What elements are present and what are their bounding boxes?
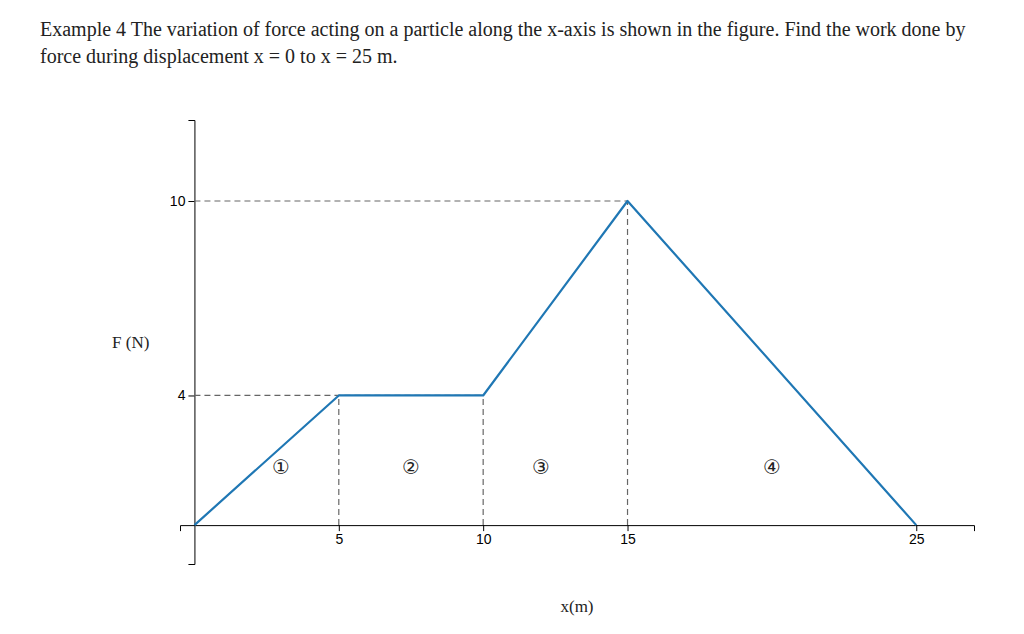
guide-line xyxy=(483,395,484,525)
chart: Example 4 The variation of force acting … xyxy=(0,0,1024,634)
x-tick: 25 xyxy=(909,525,925,547)
plot-area xyxy=(194,201,916,525)
x-axis-line xyxy=(181,526,975,532)
x-tick: 15 xyxy=(620,525,636,547)
y-tick: 4 xyxy=(178,387,195,403)
y-tick-label: 10 xyxy=(170,193,186,209)
title: Example 4 The variation of force acting … xyxy=(40,18,966,68)
region-label: ② xyxy=(402,455,420,479)
title-line: Example 4 The variation of force acting … xyxy=(40,18,966,41)
y-axis: 4 10 xyxy=(170,121,195,565)
guide-line xyxy=(194,200,627,201)
region-label: ④ xyxy=(763,455,781,479)
y-tick-mark xyxy=(188,395,194,396)
title-line: force during displacement x = 0 to x = 2… xyxy=(40,45,397,68)
y-tick: 10 xyxy=(170,193,195,209)
x-tick-label: 15 xyxy=(620,531,636,547)
x-axis-title: x(m) xyxy=(560,597,593,616)
x-tick-label: 10 xyxy=(476,531,492,547)
x-tick: 5 xyxy=(335,525,343,547)
x-tick-label: 25 xyxy=(909,531,925,547)
x-tick-label: 5 xyxy=(335,531,343,547)
guide-line xyxy=(627,201,628,525)
region-label: ③ xyxy=(532,455,550,479)
force-line xyxy=(194,201,916,525)
y-tick-label: 4 xyxy=(178,387,186,403)
y-axis-title: F (N) xyxy=(112,333,149,352)
guide-line xyxy=(338,395,339,525)
x-tick: 10 xyxy=(476,525,492,547)
x-axis: 5 10 15 25 xyxy=(181,525,975,547)
y-tick-mark xyxy=(188,201,194,202)
y-axis-line xyxy=(188,121,195,565)
region-label: ① xyxy=(272,455,290,479)
